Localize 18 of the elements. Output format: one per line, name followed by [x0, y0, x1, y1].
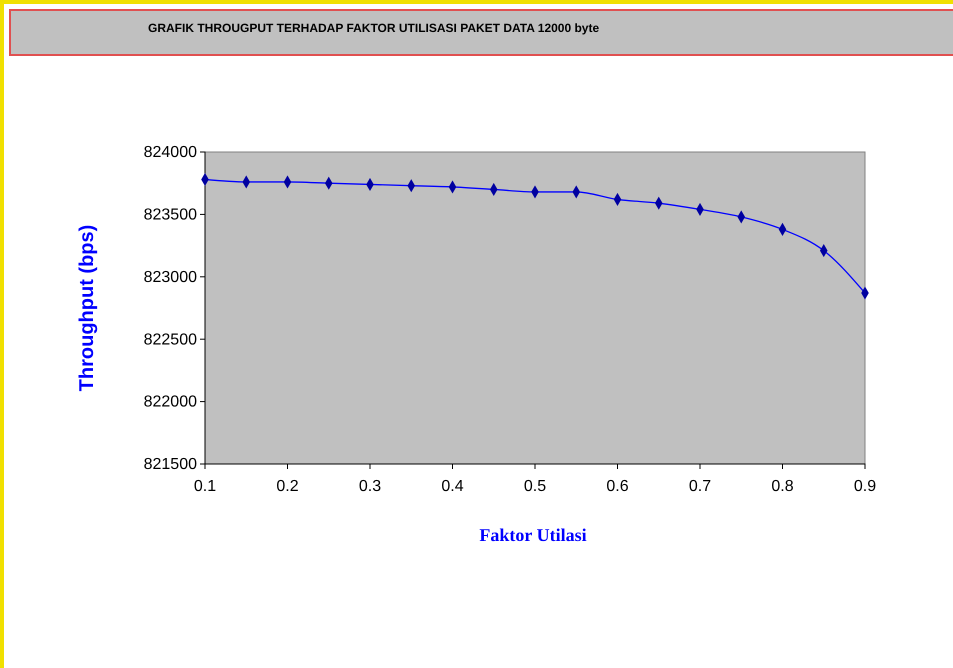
x-tick-label: 0.1 — [194, 478, 216, 496]
y-tick-label: 823500 — [144, 206, 198, 224]
x-tick-label: 0.5 — [524, 478, 546, 496]
y-tick-label: 824000 — [144, 144, 198, 162]
x-tick-label: 0.7 — [688, 478, 712, 496]
y-axis-title: Throughput (bps) — [76, 224, 98, 392]
x-tick-label: 0.4 — [441, 478, 464, 496]
x-tick-label: 0.6 — [606, 478, 629, 496]
y-tick-label: 823000 — [144, 268, 198, 286]
y-tick-label: 821500 — [144, 456, 198, 474]
x-tick-label: 0.2 — [276, 478, 299, 496]
y-tick-label: 822000 — [144, 394, 198, 411]
x-tick-label: 0.9 — [854, 478, 876, 496]
x-tick-label: 0.3 — [358, 478, 382, 496]
x-axis-title: Faktor Utilasi — [479, 525, 587, 545]
y-tick-label: 822500 — [144, 331, 198, 348]
chart-title: GRAFIK THROUGPUT TERHADAP FAKTOR UTILISASI PAKET DATA 12000 byte — [148, 21, 600, 35]
x-tick-label: 0.8 — [771, 478, 794, 496]
